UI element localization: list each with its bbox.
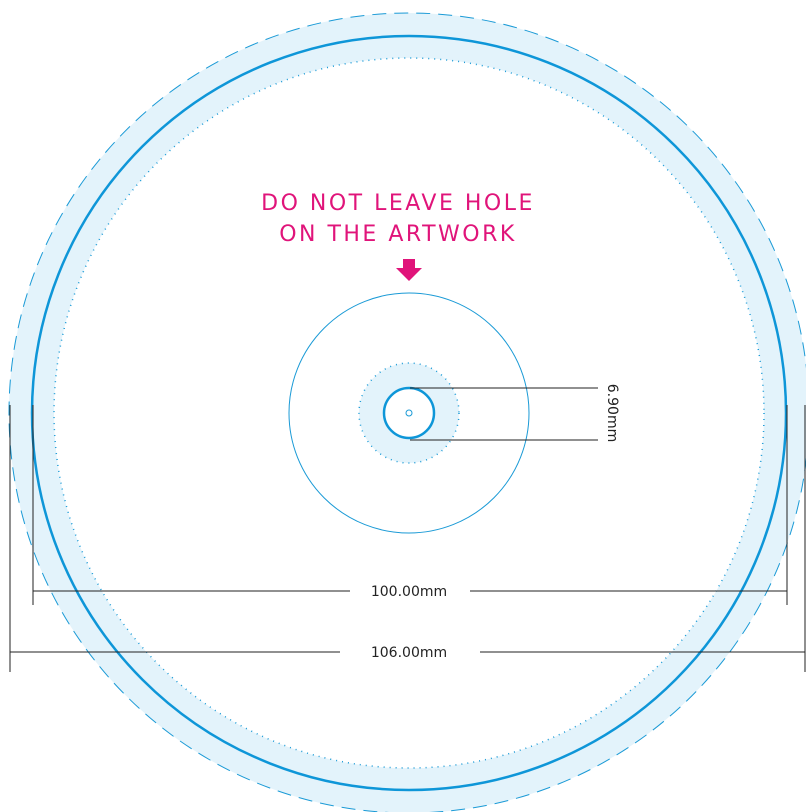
warning-text: ON THE ARTWORK [279,222,517,247]
outer-dimension: 106.00mm [371,645,447,661]
inner-dimension: 100.00mm [371,584,447,600]
hole-dimension: 6.90mm [604,384,620,442]
warning-text: DO NOT LEAVE HOLE [261,191,535,216]
bleed-line [8,12,806,812]
hole [382,386,436,440]
dimension-lines [9,387,806,672]
hub-circle [288,292,530,534]
arrow [396,259,422,281]
center-dot [405,409,413,417]
safe-line [53,57,765,769]
trim-line [30,34,788,792]
